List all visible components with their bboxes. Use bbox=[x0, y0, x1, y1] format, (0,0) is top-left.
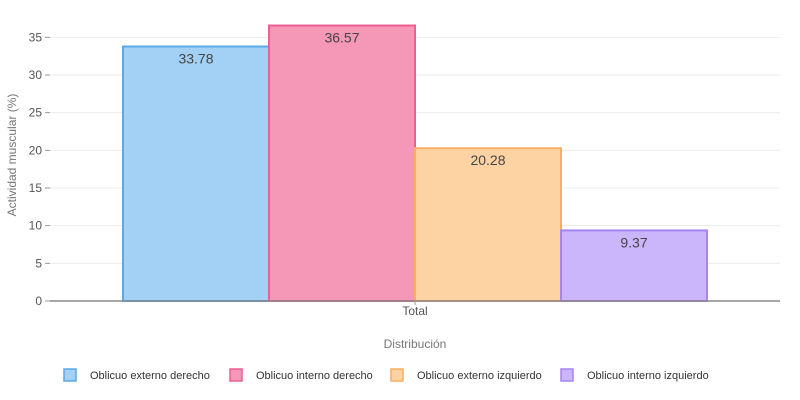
y-tick-label: 0 bbox=[35, 294, 42, 308]
bar bbox=[268, 24, 416, 303]
y-tick-label: 10 bbox=[29, 219, 43, 233]
legend-swatch bbox=[560, 368, 574, 382]
bar bbox=[122, 45, 270, 303]
data-labels: 33.78 36.57 20.28 9.37 bbox=[178, 29, 647, 250]
y-tick-label: 20 bbox=[29, 143, 43, 157]
x-axis-title: Distribución bbox=[384, 337, 447, 351]
y-tick-label: 30 bbox=[29, 68, 43, 82]
legend-swatch bbox=[390, 368, 404, 382]
data-label: 36.57 bbox=[324, 29, 359, 45]
legend-item-label: Oblicuo interno izquierdo bbox=[587, 370, 709, 382]
data-label: 20.28 bbox=[470, 152, 505, 168]
bar bbox=[414, 147, 562, 302]
y-tick-label: 15 bbox=[29, 181, 43, 195]
legend-item-label: Oblicuo externo izquierdo bbox=[417, 370, 542, 382]
data-label: 9.37 bbox=[620, 234, 647, 250]
x-axis-ticks: Total bbox=[402, 301, 428, 318]
legend-item-label: Oblicuo interno derecho bbox=[256, 370, 373, 382]
legend-swatch bbox=[229, 368, 243, 382]
y-tick-label: 35 bbox=[29, 30, 43, 44]
legend: Oblicuo externo derecho Oblicuo interno d… bbox=[63, 368, 709, 382]
bars bbox=[122, 24, 708, 303]
x-tick-label: Total bbox=[402, 304, 427, 318]
y-tick-label: 25 bbox=[29, 106, 43, 120]
bar bbox=[560, 229, 708, 302]
y-tick-label: 5 bbox=[35, 256, 42, 270]
data-label: 33.78 bbox=[178, 51, 213, 67]
y-axis-ticks: 0 5 10 15 20 25 30 35 bbox=[29, 30, 50, 308]
legend-item-label: Oblicuo externo derecho bbox=[90, 370, 210, 382]
y-axis-title: Actividad muscular (%) bbox=[5, 94, 19, 217]
legend-swatch bbox=[63, 368, 77, 382]
